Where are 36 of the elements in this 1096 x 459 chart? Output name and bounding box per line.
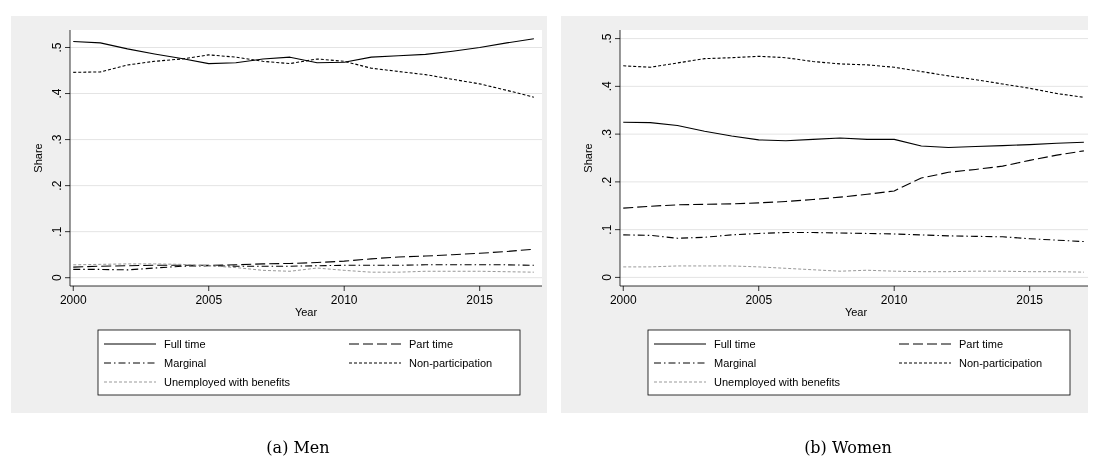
legend-label: Non-participation — [959, 357, 1043, 369]
x-tick-label: 2010 — [330, 293, 358, 307]
legend-label: Unemployed with benefits — [714, 376, 841, 388]
text: (b) Women — [804, 438, 892, 457]
y-tick-label: .3 — [600, 128, 614, 140]
x-tick-label: 2000 — [609, 293, 637, 307]
x-tick-label: 2015 — [1016, 293, 1044, 307]
y-tick-label: .4 — [50, 88, 64, 99]
legend-label: Part time — [959, 338, 1004, 350]
legend-label: Non-participation — [409, 357, 493, 369]
y-tick-label: 0 — [50, 274, 64, 282]
y-tick-label: .3 — [50, 134, 64, 145]
x-tick-label: 2010 — [880, 293, 908, 307]
x-tick-label: 2005 — [745, 293, 773, 307]
legend-label: Unemployed with benefits — [164, 376, 291, 388]
x-tick-label: 2005 — [195, 293, 223, 307]
y-tick-label: .5 — [50, 42, 64, 53]
text: (a) Men — [266, 438, 330, 457]
y-tick-label: 0 — [600, 273, 614, 281]
legend-label: Full time — [164, 338, 206, 350]
y-axis-title: Share — [582, 143, 594, 173]
legend-label: Marginal — [164, 357, 207, 369]
y-tick-label: .1 — [50, 226, 64, 237]
y-tick-label: .1 — [600, 224, 614, 235]
y-tick-label: .4 — [600, 81, 614, 92]
x-tick-label: 2015 — [466, 293, 494, 307]
x-axis-title: Year — [844, 306, 868, 318]
y-tick-label: .2 — [50, 180, 64, 191]
legend-label: Marginal — [714, 357, 757, 369]
x-tick-label: 2000 — [59, 293, 87, 307]
legend-label: Part time — [409, 338, 454, 350]
legend-label: Full time — [714, 338, 756, 350]
y-tick-label: .2 — [600, 176, 614, 187]
y-tick-label: .5 — [600, 33, 614, 44]
y-axis-title: Share — [32, 143, 44, 173]
x-axis-title: Year — [294, 306, 318, 318]
